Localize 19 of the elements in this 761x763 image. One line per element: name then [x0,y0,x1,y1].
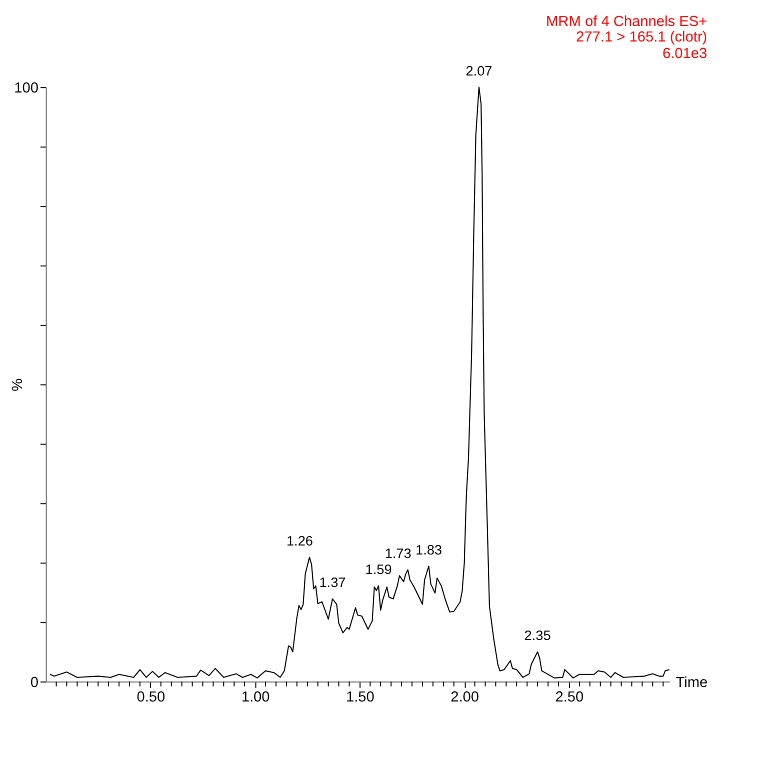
annotation: 1.59 [365,562,392,578]
annotation: 2.07 [466,63,492,78]
y-tick-label: 0 [30,674,38,691]
chart-subtitle: 277.1 > 165.1 (clotr) 6.01e3 [576,29,708,62]
x-tick-label: 0.50 [136,690,166,706]
chart-title: MRM of 4 Channels ES+ [546,14,708,30]
y-tick-label: 100 [14,80,38,97]
annotation: 1.73 [384,546,412,562]
annotation: 1.37 [319,575,346,590]
annotation: 1.26 [286,534,313,549]
annotation: 2.35 [524,628,551,644]
x-tick-label: 1.00 [241,690,270,706]
x-tick-label: 2.50 [555,690,584,706]
line-series [49,86,670,678]
annotation: 1.83 [415,542,442,558]
x-tick-label: 2.00 [450,690,480,706]
x-axis-title: Time [676,674,708,691]
x-tick-label: 1.50 [346,690,374,706]
y-axis-title: % [10,378,26,392]
